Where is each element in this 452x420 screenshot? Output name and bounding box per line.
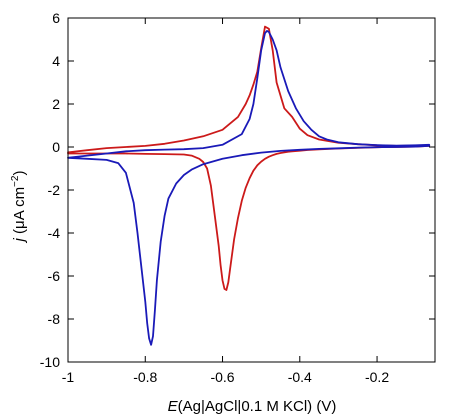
- x-tick-label: -0.4: [288, 369, 312, 385]
- series-line-1: [67, 29, 431, 346]
- y-tick-label: 0: [52, 139, 60, 155]
- x-tick-label: -0.6: [210, 369, 234, 385]
- y-tick-label: 4: [52, 53, 60, 69]
- x-tick-label: -1: [62, 369, 75, 385]
- y-tick-label: 2: [52, 96, 60, 112]
- series-line-0: [67, 25, 431, 291]
- y-tick-label: -8: [48, 311, 61, 327]
- y-tick-label: 6: [52, 10, 60, 26]
- x-tick-label: -0.2: [365, 369, 389, 385]
- axes: -1 -0.8 -0.6 -0.4 -0.2 -10 -8 -6 -4 -2 0 2 4 6: [40, 10, 436, 385]
- y-axis-title: j (μA cm−2): [10, 171, 28, 244]
- plot-frame: [67, 17, 436, 363]
- y-tick-label: -6: [48, 268, 61, 284]
- y-tick-label: -10: [40, 354, 60, 370]
- x-axis-title: E(Ag|AgCl|0.1 M KCl) (V): [168, 398, 337, 415]
- y-tick-label: -2: [48, 182, 61, 198]
- plot-area: [67, 25, 431, 346]
- y-tick-label: -4: [48, 225, 61, 241]
- x-tick-label: -0.8: [133, 369, 157, 385]
